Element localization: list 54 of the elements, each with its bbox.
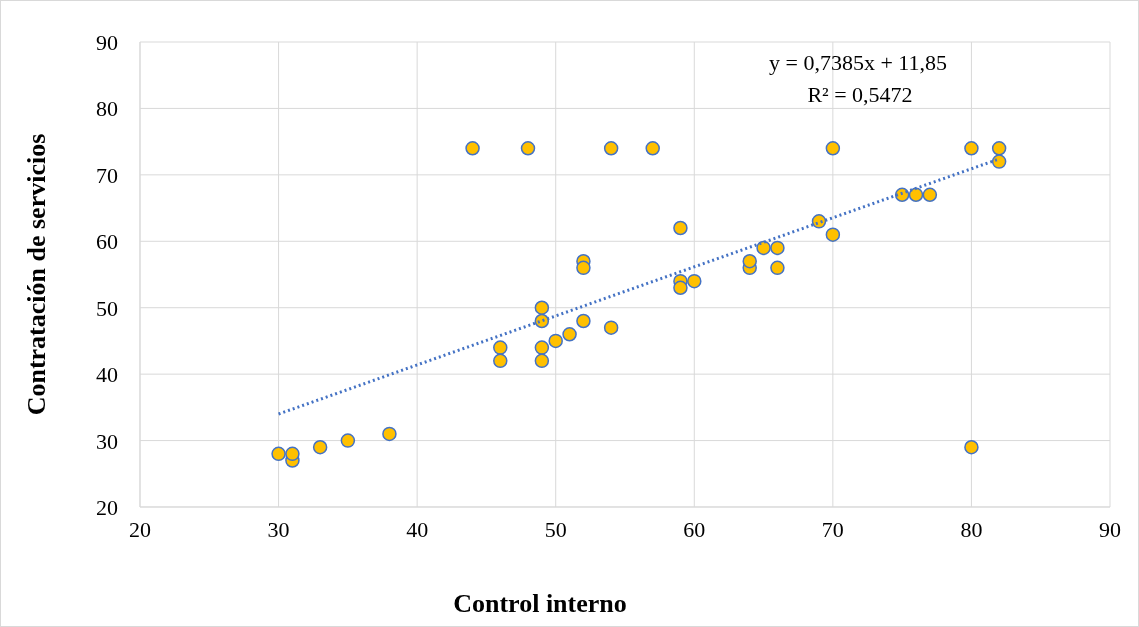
point (673, 280, 688, 296)
point (465, 141, 480, 156)
point (770, 240, 785, 256)
point (534, 353, 550, 369)
point (991, 154, 1007, 169)
x-tick-label: 80 (960, 517, 983, 542)
point (770, 260, 785, 276)
y-tick-label: 80 (96, 96, 118, 122)
point (964, 439, 979, 455)
point (285, 446, 300, 462)
x-tick-label: 60 (683, 517, 706, 542)
point (493, 353, 508, 369)
point (548, 333, 563, 349)
point (922, 187, 938, 203)
point (742, 253, 757, 269)
annotation: R² = 0,5472 (807, 82, 913, 107)
point (687, 273, 702, 289)
point (645, 141, 660, 156)
point (562, 327, 577, 342)
point (825, 141, 841, 156)
y-tick-label: 50 (96, 295, 118, 321)
point (825, 227, 841, 242)
x-tick-label: 90 (1099, 517, 1121, 542)
annotation: y = 0,7385x + 11,85 (769, 50, 947, 75)
y-tick-label: 40 (96, 362, 118, 388)
point (908, 187, 924, 203)
point (271, 446, 286, 462)
point (340, 433, 356, 448)
x-tick-label: 20 (129, 517, 151, 542)
x-tick-label: 30 (267, 517, 290, 542)
point (534, 300, 550, 315)
y-axis-title: Contratación de servicios (22, 133, 51, 416)
x-tick-label: 50 (544, 517, 567, 542)
y-tick-label: 20 (96, 495, 118, 520)
point (673, 220, 688, 236)
point (756, 240, 771, 256)
point (576, 260, 591, 276)
x-axis-title: Control interno (453, 589, 627, 618)
point (603, 141, 619, 156)
point (493, 340, 508, 355)
x-tick-label: 70 (821, 517, 844, 542)
point (382, 426, 397, 442)
y-tick-label: 60 (96, 229, 118, 255)
point (603, 320, 619, 335)
point (964, 141, 979, 156)
point (576, 313, 591, 329)
x-tick-label: 40 (406, 517, 429, 542)
point (534, 340, 550, 355)
point (312, 439, 328, 455)
y-tick-label: 70 (96, 162, 118, 188)
y-tick-label: 90 (96, 30, 118, 55)
point (520, 141, 536, 156)
point (991, 141, 1007, 156)
y-tick-label: 30 (96, 428, 118, 454)
